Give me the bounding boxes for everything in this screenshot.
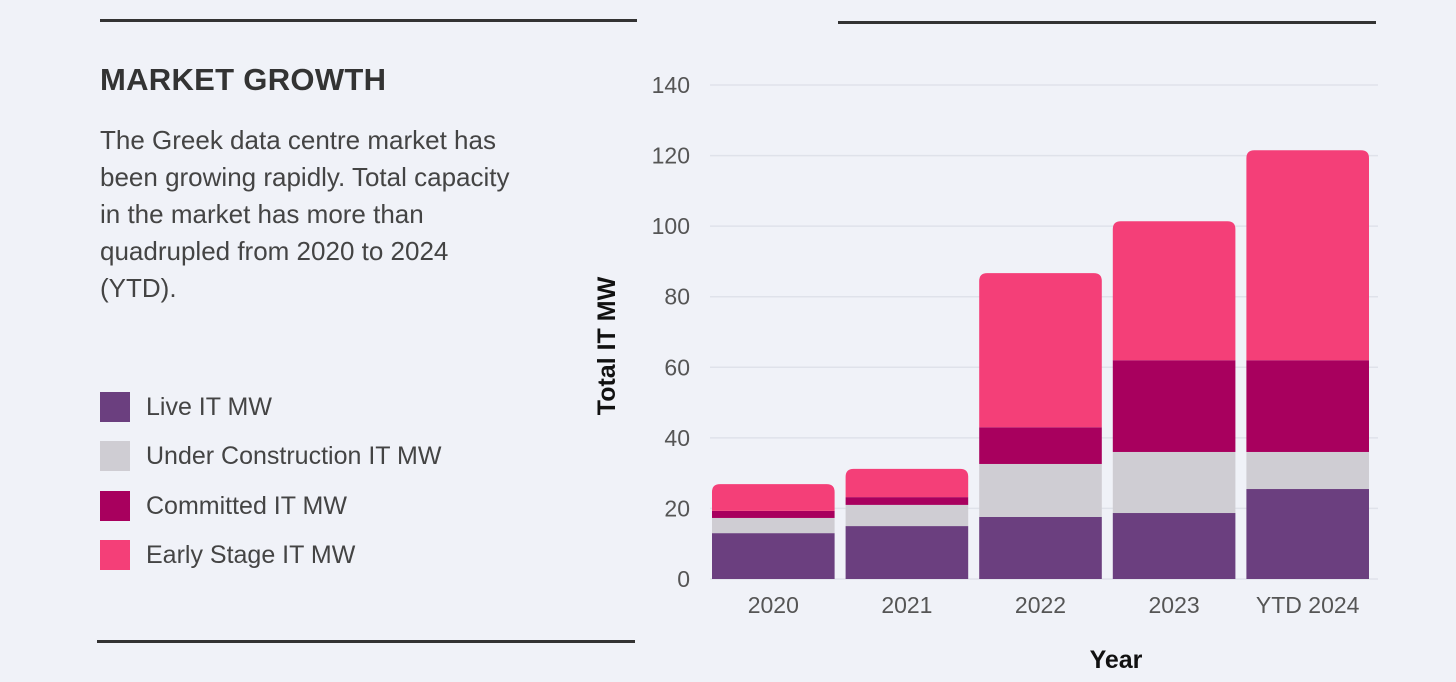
- section-title: MARKET GROWTH: [100, 62, 387, 97]
- y-axis-title: Total IT MW: [593, 276, 621, 415]
- legend-item: Early Stage IT MW: [100, 540, 355, 570]
- x-tick-label: 2020: [748, 592, 799, 618]
- bar-segment-early-stage-it-mw: [712, 484, 835, 511]
- bar-segment-under-construction-it-mw: [979, 463, 1102, 517]
- legend-item: Committed IT MW: [100, 491, 347, 521]
- y-tick-label: 0: [677, 566, 690, 592]
- x-tick-label: 2021: [881, 592, 932, 618]
- bottom-left-divider: [97, 640, 635, 643]
- legend-label: Committed IT MW: [146, 491, 347, 520]
- bar-segment-live-it-mw: [1112, 513, 1236, 579]
- y-tick-label: 140: [652, 72, 690, 98]
- bar-segment-committed-it-mw: [845, 497, 969, 505]
- x-axis-title: Year: [1090, 646, 1143, 674]
- bar-segment-live-it-mw: [712, 533, 835, 579]
- bar-segment-early-stage-it-mw: [1112, 221, 1236, 361]
- bar-segment-early-stage-it-mw: [979, 273, 1102, 428]
- y-tick-label: 80: [664, 284, 690, 310]
- legend-swatch: [100, 491, 130, 521]
- legend-swatch: [100, 441, 130, 471]
- x-tick-label: 2022: [1015, 592, 1066, 618]
- bar-segment-under-construction-it-mw: [845, 504, 969, 527]
- bar-segment-live-it-mw: [979, 516, 1102, 579]
- bar-segment-under-construction-it-mw: [1112, 451, 1236, 514]
- x-tick-label: 2023: [1149, 592, 1200, 618]
- top-right-divider: [838, 21, 1376, 24]
- top-left-divider: [100, 19, 637, 22]
- bar-segment-committed-it-mw: [979, 427, 1102, 464]
- y-tick-label: 20: [664, 495, 690, 521]
- legend-item: Under Construction IT MW: [100, 441, 441, 471]
- legend-label: Under Construction IT MW: [146, 441, 442, 470]
- y-tick-label: 40: [664, 425, 690, 451]
- y-tick-label: 120: [652, 143, 690, 169]
- bar-segment-early-stage-it-mw: [1246, 150, 1369, 361]
- y-tick-label: 100: [652, 213, 690, 239]
- bar-segment-under-construction-it-mw: [1246, 451, 1369, 490]
- legend-swatch: [100, 540, 130, 570]
- legend-label: Early Stage IT MW: [146, 540, 356, 569]
- legend-item: Live IT MW: [100, 392, 272, 422]
- bar-segment-live-it-mw: [1246, 489, 1369, 579]
- legend-swatch: [100, 392, 130, 422]
- y-tick-label: 60: [664, 354, 690, 380]
- bar-segment-early-stage-it-mw: [845, 468, 969, 498]
- x-tick-label: YTD 2024: [1256, 592, 1360, 618]
- bar-segment-under-construction-it-mw: [712, 517, 835, 534]
- bar-segment-live-it-mw: [845, 526, 969, 579]
- section-description: The Greek data centre market has been gr…: [100, 125, 510, 303]
- legend-label: Live IT MW: [146, 392, 272, 421]
- bar-segment-committed-it-mw: [712, 510, 835, 518]
- bar-segment-committed-it-mw: [1112, 360, 1236, 452]
- bar-segment-committed-it-mw: [1246, 360, 1369, 452]
